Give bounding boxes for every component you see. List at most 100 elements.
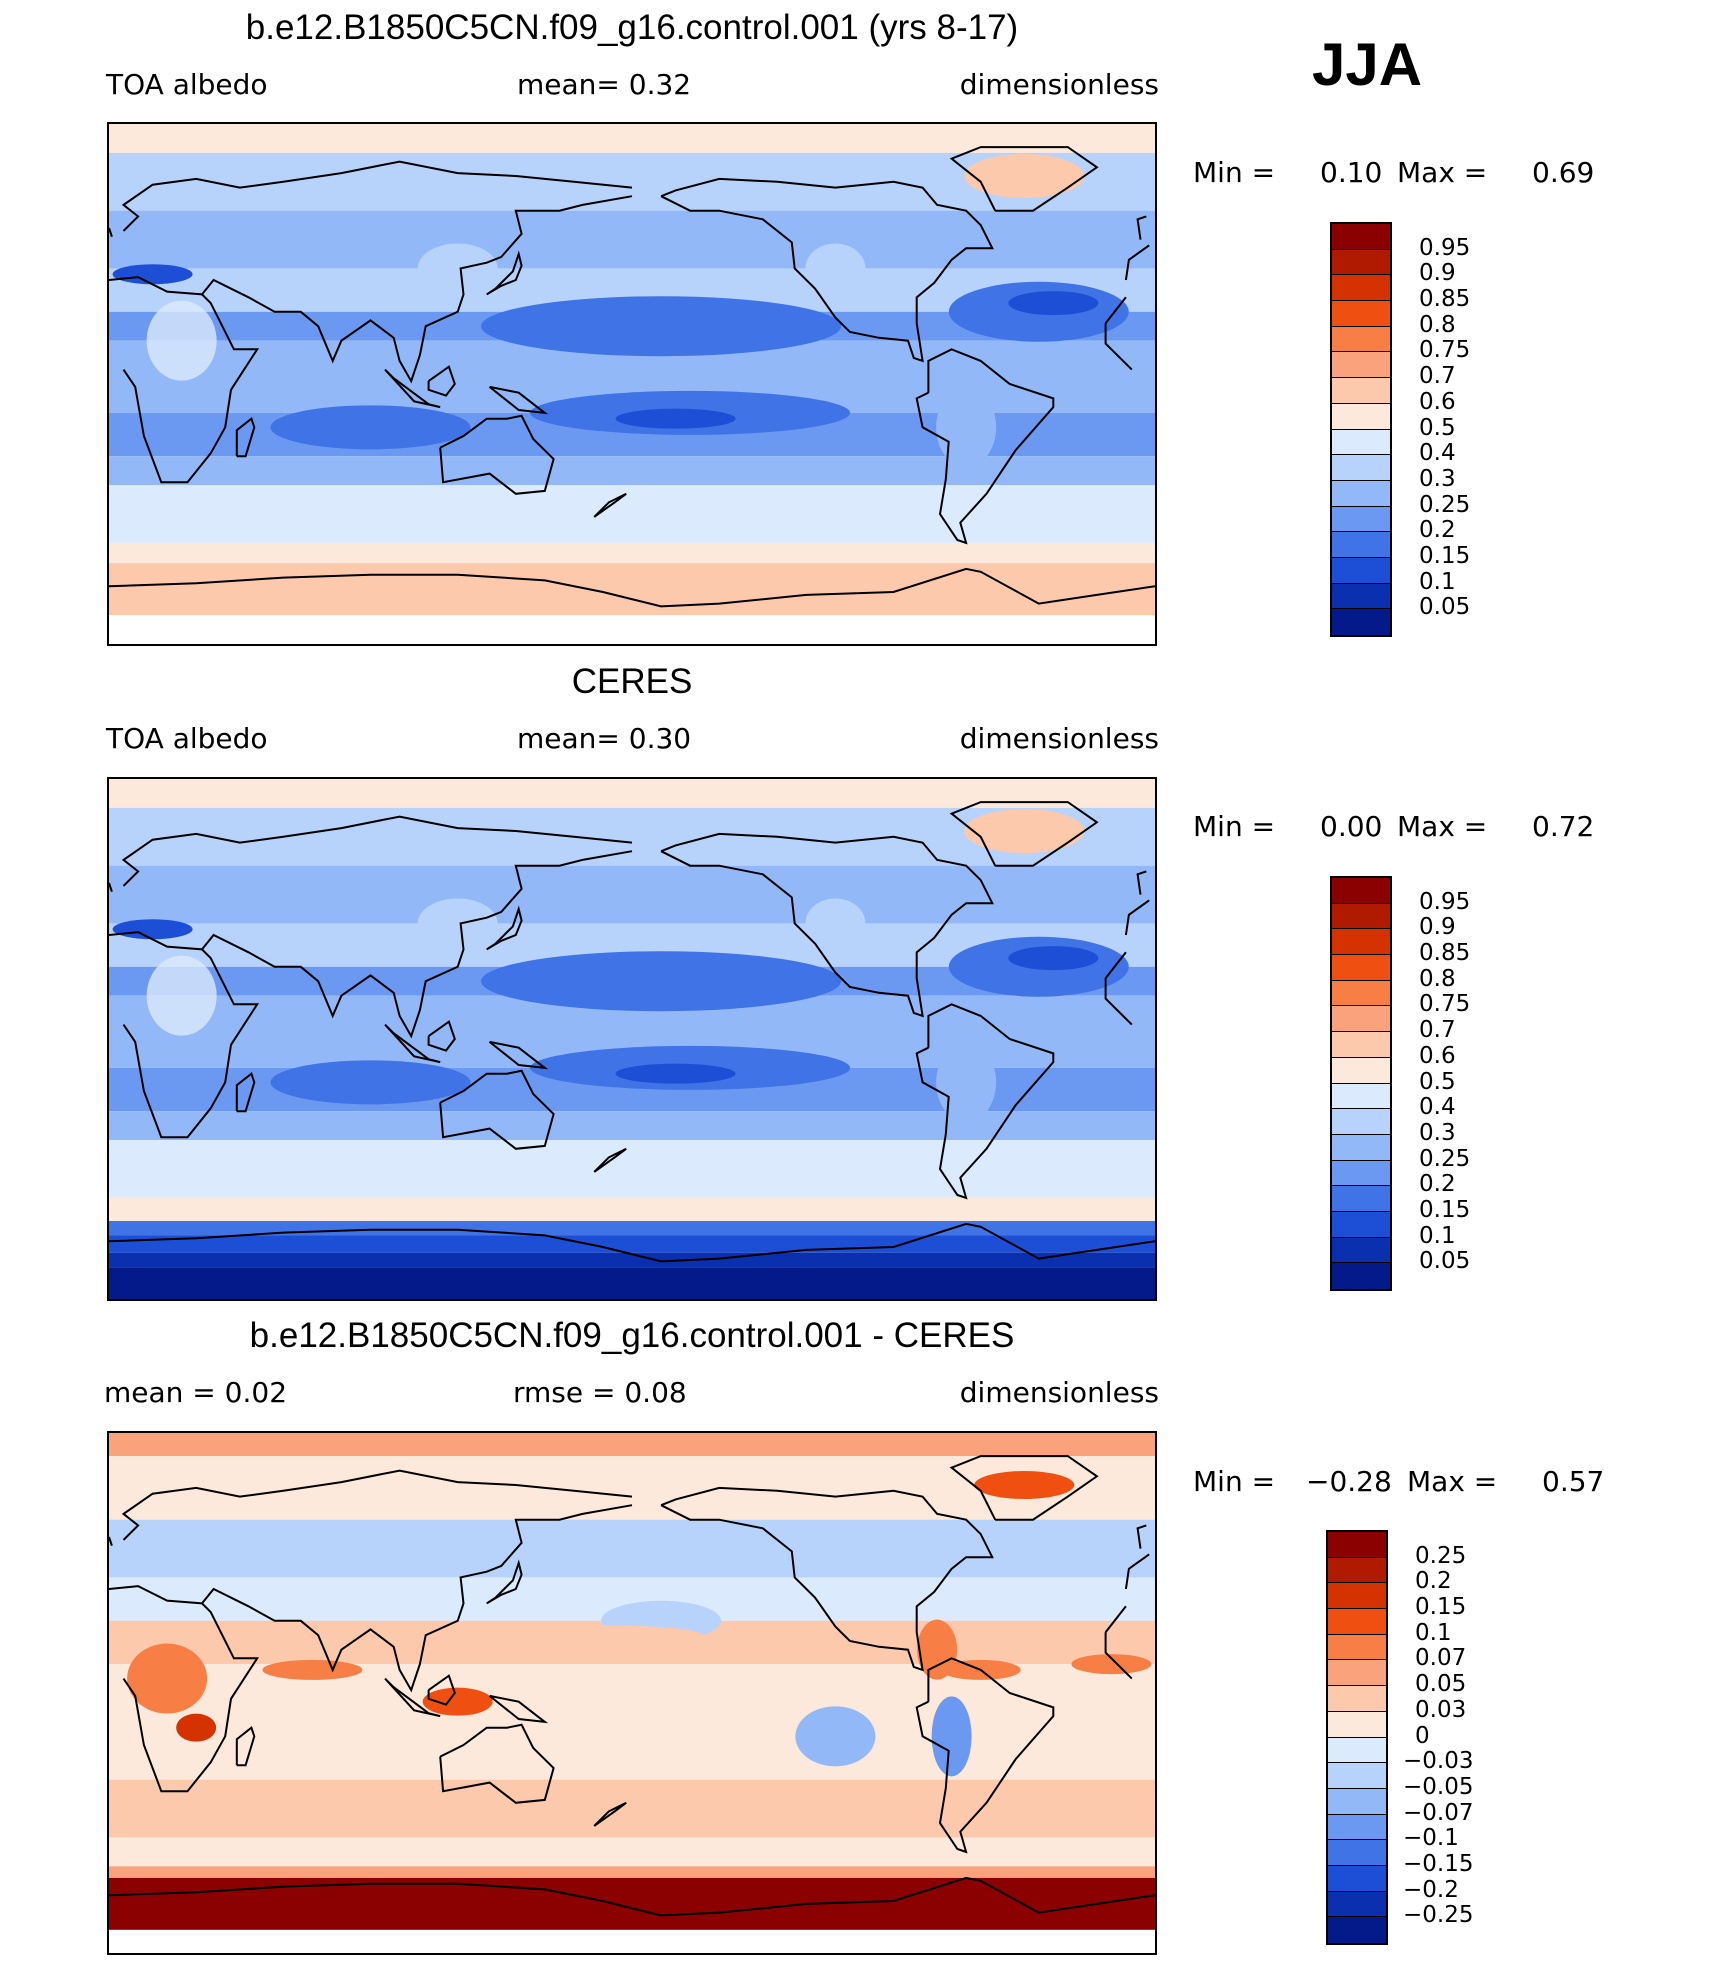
panel-1-colorbar-labels: 0.95 0.9 0.85 0.8 0.75 0.7 0.6 0.5 0.4 0.3 0.25 0.2… (1407, 222, 1507, 637)
colorbar-box (1328, 1686, 1386, 1712)
colorbar-tick-label: 0.75 (1419, 991, 1471, 1018)
colorbar-tick-label: 0.95 (1419, 234, 1471, 261)
colorbar-box (1328, 1609, 1386, 1635)
panel-3-colorbar (1326, 1530, 1388, 1945)
colorbar-box (1332, 352, 1390, 379)
colorbar-box (1332, 1237, 1390, 1264)
colorbar-box (1332, 480, 1390, 507)
panel-1-max-value: 0.69 (1532, 156, 1595, 189)
colorbar-tick-label: 0.05 (1419, 594, 1471, 621)
colorbar-box (1332, 1057, 1390, 1084)
colorbar-tick-label: 0.03 (1415, 1696, 1467, 1723)
colorbar-box (1328, 1660, 1386, 1687)
colorbar-tick-label: 0.25 (1419, 1145, 1471, 1172)
colorbar-box (1332, 429, 1390, 456)
colorbar-box (1332, 1263, 1390, 1289)
colorbar-box (1332, 326, 1390, 353)
colorbar-box (1332, 1032, 1390, 1058)
colorbar-box (1332, 1211, 1390, 1238)
colorbar-box (1328, 1814, 1386, 1841)
colorbar-tick-label: 0.95 (1419, 888, 1471, 915)
panel-3-max-value: 0.57 (1542, 1465, 1605, 1498)
colorbar-tick-label: 0.1 (1415, 1619, 1452, 1646)
colorbar-tick-label: 0.5 (1419, 1068, 1456, 1095)
panel-1-min-label: Min = (1193, 156, 1276, 189)
panel-1-colorbar (1330, 222, 1392, 637)
panel-3-rmse: rmse = 0.08 (513, 1376, 687, 1409)
panel-1-title: b.e12.B1850C5CN.f09_g16.control.001 (yrs… (245, 8, 1019, 47)
panel-3-min-label: Min = (1193, 1465, 1276, 1498)
colorbar-box (1332, 1006, 1390, 1033)
colorbar-box (1332, 980, 1390, 1007)
panel-1-units: dimensionless (959, 68, 1159, 101)
panel-3-min-value: −0.28 (1306, 1465, 1392, 1498)
colorbar-tick-label: 0.9 (1419, 260, 1456, 287)
panel-1-max-label: Max = (1397, 156, 1488, 189)
colorbar-tick-label: 0.5 (1419, 414, 1456, 441)
colorbar-tick-label: 0.1 (1419, 1222, 1456, 1249)
colorbar-tick-label: 0.7 (1419, 363, 1456, 390)
panel-2-min-value: 0.00 (1320, 810, 1383, 843)
colorbar-tick-label: 0.15 (1415, 1594, 1467, 1621)
colorbar-box (1328, 1865, 1386, 1892)
colorbar-tick-label: −0.1 (1403, 1825, 1459, 1852)
colorbar-box (1328, 1711, 1386, 1738)
colorbar-tick-label: 0.85 (1419, 286, 1471, 313)
colorbar-tick-label: 0.3 (1419, 1119, 1456, 1146)
colorbar-box (1328, 1840, 1386, 1866)
colorbar-tick-label: −0.15 (1403, 1850, 1474, 1877)
colorbar-tick-label: 0.4 (1419, 440, 1456, 467)
colorbar-box (1332, 1109, 1390, 1135)
colorbar-tick-label: −0.05 (1403, 1773, 1474, 1800)
colorbar-box (1328, 1583, 1386, 1610)
panel-2-colorbar (1330, 876, 1392, 1291)
colorbar-tick-label: 0.2 (1415, 1568, 1452, 1595)
colorbar-tick-label: 0.05 (1415, 1671, 1467, 1698)
colorbar-tick-label: 0.25 (1419, 491, 1471, 518)
colorbar-box (1332, 532, 1390, 558)
colorbar-tick-label: −0.03 (1403, 1748, 1474, 1775)
panel-3-map (107, 1431, 1157, 1955)
colorbar-tick-label: −0.2 (1403, 1876, 1459, 1903)
colorbar-tick-label: 0.6 (1419, 1042, 1456, 1069)
colorbar-box (1328, 1634, 1386, 1661)
panel-3-max-label: Max = (1407, 1465, 1498, 1498)
panel-2-title: CERES (571, 662, 693, 701)
colorbar-box (1332, 1160, 1390, 1187)
colorbar-box (1332, 1134, 1390, 1161)
panel-1-min-value: 0.10 (1320, 156, 1383, 189)
colorbar-tick-label: −0.25 (1403, 1902, 1474, 1929)
colorbar-box (1332, 878, 1390, 904)
panel-1-map (107, 122, 1157, 646)
panel-2-map (107, 777, 1157, 1301)
colorbar-box (1328, 1737, 1386, 1764)
panel-3-title: b.e12.B1850C5CN.f09_g16.control.001 - CE… (249, 1316, 1015, 1355)
colorbar-tick-label: 0.07 (1415, 1645, 1467, 1672)
panel-3-colorbar-labels: 0.25 0.2 0.15 0.1 0.07 0.05 0.03 0 −0.03 −0.05 −0.… (1403, 1530, 1523, 1945)
colorbar-tick-label: 0.6 (1419, 388, 1456, 415)
colorbar-tick-label: 0.2 (1419, 1171, 1456, 1198)
colorbar-tick-label: 0.9 (1419, 914, 1456, 941)
panel-3-mean: mean = 0.02 (104, 1376, 288, 1409)
panel-1-variable: TOA albedo (106, 68, 268, 101)
colorbar-tick-label: 0.7 (1419, 1017, 1456, 1044)
colorbar-box (1332, 275, 1390, 302)
colorbar-box (1328, 1788, 1386, 1815)
colorbar-box (1332, 1186, 1390, 1212)
colorbar-box (1332, 1083, 1390, 1110)
colorbar-box (1328, 1917, 1386, 1943)
colorbar-tick-label: 0.15 (1419, 542, 1471, 569)
colorbar-tick-label: 0.15 (1419, 1196, 1471, 1223)
colorbar-box (1328, 1891, 1386, 1918)
colorbar-tick-label: 0.3 (1419, 465, 1456, 492)
colorbar-tick-label: 0.25 (1415, 1542, 1467, 1569)
colorbar-tick-label: 0.05 (1419, 1248, 1471, 1275)
panel-2-variable: TOA albedo (106, 722, 268, 755)
colorbar-box (1328, 1763, 1386, 1789)
colorbar-tick-label: 0.2 (1419, 517, 1456, 544)
colorbar-box (1328, 1532, 1386, 1558)
panel-2-colorbar-labels: 0.95 0.9 0.85 0.8 0.75 0.7 0.6 0.5 0.4 0.3 0.25 0.2… (1407, 876, 1507, 1291)
colorbar-box (1332, 609, 1390, 635)
colorbar-box (1332, 583, 1390, 610)
colorbar-box (1332, 903, 1390, 930)
